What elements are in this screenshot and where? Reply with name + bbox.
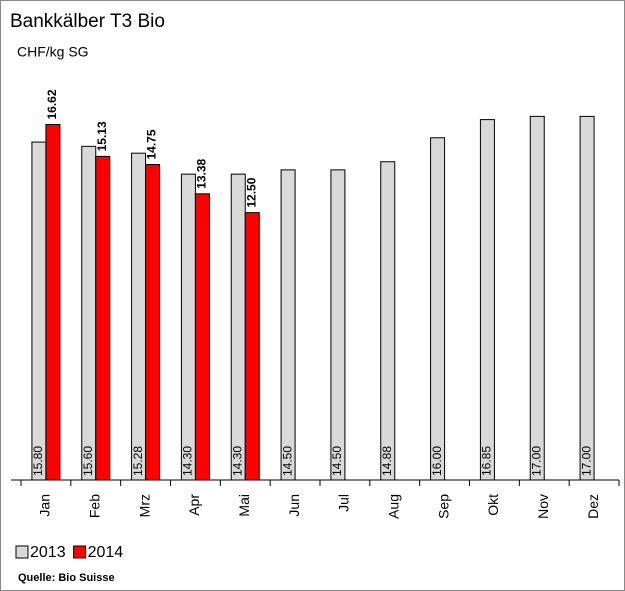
data-label: 15.28: [131, 446, 145, 476]
bar: [479, 119, 495, 481]
x-tick-label: Jul: [336, 494, 352, 512]
x-tick-label: Okt: [485, 494, 501, 516]
bar: [31, 141, 47, 481]
bar: [430, 137, 446, 481]
data-label: 13.38: [195, 158, 209, 188]
x-tick-label: Jun: [286, 494, 302, 517]
data-label: 14.50: [280, 446, 294, 476]
bar: [529, 115, 545, 481]
bar: [230, 173, 246, 481]
data-label: 14.75: [145, 129, 159, 159]
data-label: 14.30: [230, 446, 244, 476]
x-tick-label: Sep: [435, 494, 451, 519]
data-label: 17.00: [579, 446, 593, 476]
legend-label: 2014: [88, 544, 124, 561]
x-tick-label: Aug: [385, 494, 401, 519]
bar: [380, 161, 396, 481]
x-tick-label: Nov: [535, 494, 551, 519]
data-label: 16.62: [45, 89, 59, 119]
bar: [95, 155, 111, 481]
chart-title: Bankkälber T3 Bio: [10, 11, 165, 32]
x-tick-label: Mrz: [136, 494, 152, 517]
data-label: 14.50: [330, 446, 344, 476]
legend-label: 2013: [30, 544, 66, 561]
x-tick-label: Dez: [585, 494, 601, 519]
data-label: 14.88: [380, 446, 394, 476]
x-tick-label: Apr: [186, 494, 202, 516]
bar: [280, 169, 296, 481]
bar: [244, 212, 260, 481]
data-label: 15.13: [95, 121, 109, 151]
legend-swatch: [73, 545, 87, 559]
chart-subtitle: CHF/kg SG: [17, 44, 89, 60]
data-label: 17.00: [529, 446, 543, 476]
data-label: 16.85: [480, 446, 494, 476]
bar: [145, 164, 161, 481]
bar: [330, 169, 346, 481]
x-tick-label: Mai: [236, 494, 252, 517]
data-label: 15.60: [81, 446, 95, 476]
bar: [131, 152, 147, 481]
bar: [180, 173, 196, 481]
x-tick-label: Jan: [37, 494, 53, 517]
legend-swatch: [15, 545, 29, 559]
bar: [81, 145, 97, 481]
data-label: 16.00: [430, 446, 444, 476]
data-label: 15.80: [31, 446, 45, 476]
x-tick-label: Feb: [86, 494, 102, 518]
bar: [194, 193, 210, 481]
bar: [579, 115, 595, 481]
bar: [45, 124, 61, 481]
data-label: 14.30: [181, 446, 195, 476]
source: Quelle: Bio Suisse: [18, 572, 115, 584]
data-label: 12.50: [244, 177, 258, 207]
